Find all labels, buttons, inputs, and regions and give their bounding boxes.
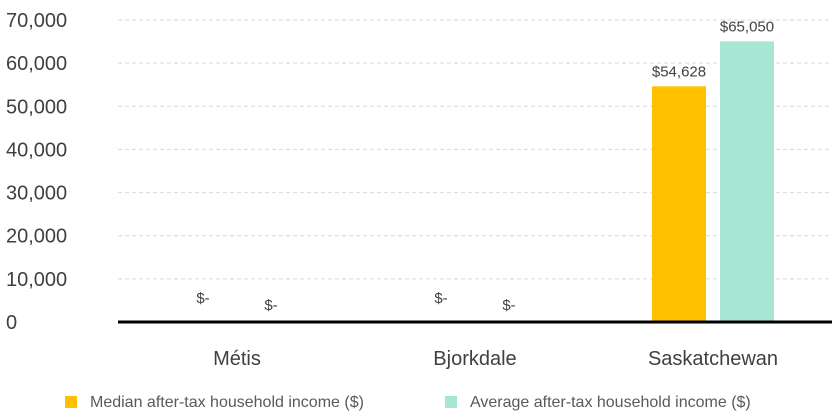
- y-axis-tick-labels: 0 10,000 20,000 30,000 40,000 50,000 60,000 70,…: [6, 10, 67, 334]
- bar: [720, 41, 774, 322]
- legend-swatch: [65, 396, 77, 408]
- y-tick-label: 0: [6, 312, 17, 334]
- legend-label: Median after-tax household income ($): [90, 394, 364, 411]
- y-tick-label: 20,000: [6, 226, 67, 248]
- y-tick-label: 60,000: [6, 53, 67, 75]
- legend-swatch: [445, 396, 457, 408]
- data-label: $54,628: [652, 63, 706, 80]
- legend: Median after-tax household income ($) Ave…: [65, 394, 751, 411]
- bars: [652, 41, 774, 322]
- y-tick-label: 30,000: [6, 183, 67, 205]
- x-category-label: Bjorkdale: [433, 348, 516, 370]
- data-labels: $- $- $- $- $54,628 $65,050: [196, 18, 774, 314]
- y-tick-label: 50,000: [6, 96, 67, 118]
- y-tick-label: 70,000: [6, 10, 67, 32]
- gridlines: [118, 19, 832, 280]
- bar: [652, 86, 706, 322]
- x-category-label: Métis: [213, 348, 261, 370]
- legend-label: Average after-tax household income ($): [470, 394, 751, 411]
- y-tick-label: 10,000: [6, 269, 67, 291]
- data-label: $-: [502, 297, 515, 314]
- x-axis-category-labels: Métis Bjorkdale Saskatchewan: [213, 348, 778, 370]
- x-category-label: Saskatchewan: [648, 348, 778, 370]
- data-label: $-: [196, 290, 209, 307]
- data-label: $-: [434, 290, 447, 307]
- y-tick-label: 40,000: [6, 139, 67, 161]
- data-label: $-: [264, 297, 277, 314]
- data-label: $65,050: [720, 18, 774, 35]
